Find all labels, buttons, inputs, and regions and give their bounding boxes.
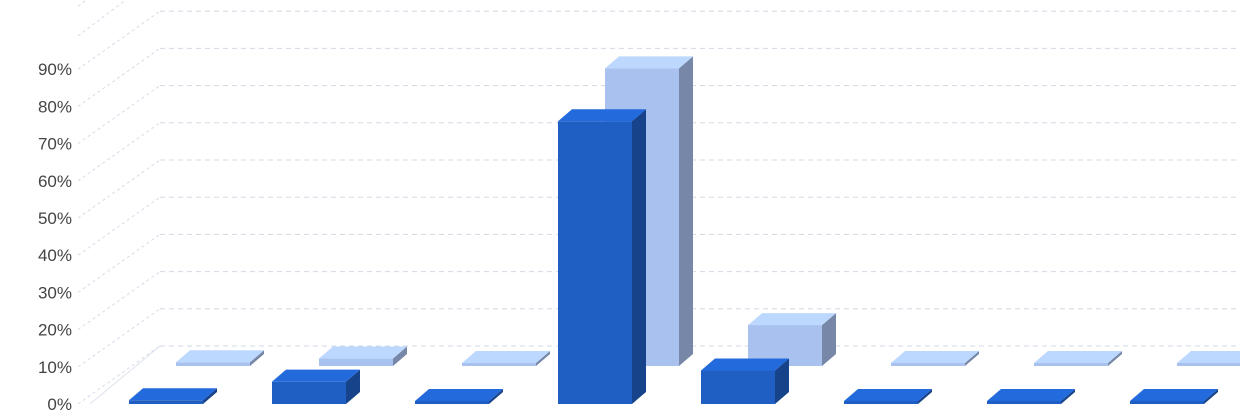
bar-top-face (701, 358, 789, 371)
bar-side-face (536, 351, 550, 366)
bar-top-face (272, 369, 360, 382)
gridline-side (77, 159, 161, 219)
gridline-side (77, 47, 161, 107)
bar-back-4 (748, 313, 836, 366)
bar-top-face (415, 389, 503, 401)
bar-back-2 (462, 351, 550, 366)
bar-back-5 (891, 351, 979, 366)
bar-front-2 (415, 389, 503, 404)
bar-top-face (987, 389, 1075, 401)
series-front-bars (129, 109, 1218, 404)
y-tick-label: 40% (38, 246, 72, 265)
bar-front-face (701, 370, 775, 404)
gridlines (77, 0, 1240, 405)
bar-side-face (965, 351, 979, 366)
bar-front-3 (558, 109, 646, 404)
chart-walls (89, 345, 161, 405)
bar-front-4 (701, 358, 789, 404)
gridline-side (77, 196, 161, 256)
bar-front-face (129, 400, 203, 404)
bar-side-face (1061, 389, 1075, 404)
bar-top-face (605, 56, 693, 69)
y-tick-label: 60% (38, 172, 72, 191)
gridline-side (77, 10, 161, 70)
bar-front-face (272, 381, 346, 404)
y-tick-label: 70% (38, 135, 72, 154)
bar-front-face (1034, 363, 1108, 366)
bar-top-face (748, 313, 836, 326)
bar-front-6 (987, 389, 1075, 404)
bar-back-1 (319, 346, 407, 366)
gridline-side (77, 308, 161, 368)
bar-side-face (822, 313, 836, 366)
bar-top-face (891, 351, 979, 363)
bar-side-face (679, 56, 693, 367)
bar-side-face (632, 109, 646, 404)
bar-top-face (176, 350, 264, 363)
bar-top-face (1177, 351, 1240, 363)
bar-top-face (558, 109, 646, 122)
gridline-side (77, 271, 161, 331)
bar-side-face (489, 389, 503, 404)
bar-top-face (844, 389, 932, 401)
series-back-bars (176, 56, 1240, 367)
bar-side-face (346, 369, 360, 404)
gridline-side (77, 233, 161, 293)
gridline-side (77, 0, 127, 37)
bar-front-face (462, 363, 536, 366)
bar-front-7 (1130, 389, 1218, 404)
bar-top-face (1034, 351, 1122, 363)
bar-back-0 (176, 350, 264, 366)
y-tick-label: 30% (38, 283, 72, 302)
bar-front-face (891, 363, 965, 366)
bar-front-0 (129, 388, 217, 404)
y-tick-label: 50% (38, 209, 72, 228)
gridline-side (77, 122, 161, 182)
bar-top-face (319, 346, 407, 359)
bar-front-face (987, 401, 1061, 404)
bar-front-face (1130, 401, 1204, 404)
bar-front-face (415, 401, 489, 404)
gridline-side (77, 0, 88, 7)
bar-front-1 (272, 369, 360, 404)
bar-side-face (775, 358, 789, 404)
side-wall-edge (89, 345, 161, 405)
y-tick-label: 20% (38, 321, 72, 340)
bar-front-face (176, 362, 250, 366)
y-axis: 0% 10% 20% 30% 40% 50% 60% 70% 80% 90% (38, 60, 72, 414)
bar-top-face (1130, 389, 1218, 401)
bar-front-face (319, 358, 393, 366)
gridline-side (77, 345, 161, 405)
bar-front-face (1177, 363, 1240, 366)
bar-side-face (250, 350, 264, 366)
bar-back-6 (1034, 351, 1122, 366)
bar-front-face (558, 121, 632, 404)
bar-front-face (844, 401, 918, 404)
y-tick-label: 10% (38, 358, 72, 377)
bar-top-face (462, 351, 550, 363)
bar-side-face (1108, 351, 1122, 366)
bar-side-face (393, 346, 407, 366)
bar-side-face (1204, 389, 1218, 404)
bar-front-5 (844, 389, 932, 404)
bar-back-7 (1177, 351, 1240, 366)
y-tick-label: 0% (47, 395, 72, 414)
gridline-side (77, 85, 161, 145)
bar-side-face (203, 388, 217, 404)
bar-side-face (918, 389, 932, 404)
y-tick-label: 90% (38, 60, 72, 79)
bar-top-face (129, 388, 217, 401)
y-tick-label: 80% (38, 97, 72, 116)
